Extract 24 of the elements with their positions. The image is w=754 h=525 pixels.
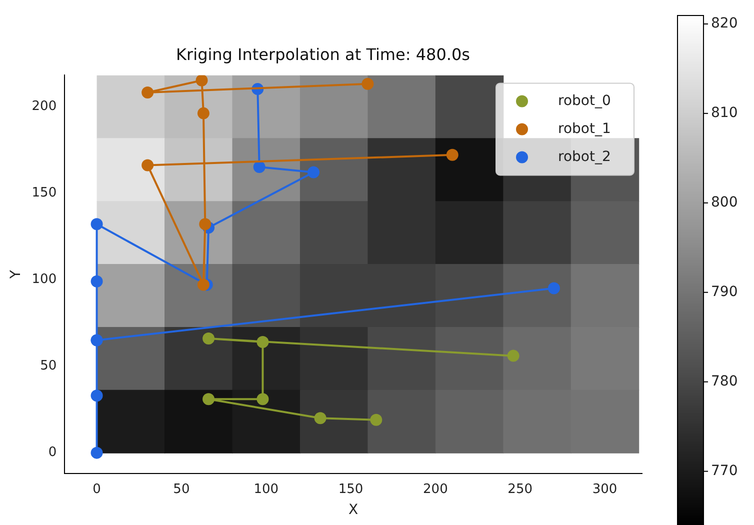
y-tick-label: 150 xyxy=(32,185,57,200)
x-tick-label: 50 xyxy=(173,482,190,497)
y-tick-label: 50 xyxy=(40,358,57,374)
color-bar-label: 770 xyxy=(711,462,738,479)
chart-title: Kriging Interpolation at Time: 480.0s xyxy=(176,44,470,64)
x-tick-label: 200 xyxy=(423,482,448,497)
x-tick-label: 250 xyxy=(508,482,532,497)
y-tick-label: 100 xyxy=(32,272,57,287)
legend-label: robot_0 xyxy=(558,92,611,109)
y-tick-label: 200 xyxy=(32,98,57,114)
color-bar-label: 820 xyxy=(711,16,738,32)
color-bar-label: 780 xyxy=(711,373,738,390)
legend-label: robot_2 xyxy=(558,148,611,165)
x-tick-label: 0 xyxy=(92,482,101,497)
y-tick-label: 0 xyxy=(48,445,57,460)
x-axis-title: X xyxy=(348,502,359,518)
x-tick-label: 100 xyxy=(254,482,279,497)
color-bar-label: 790 xyxy=(711,284,738,300)
x-tick-label: 300 xyxy=(592,482,618,497)
legend-label: robot_1 xyxy=(558,120,611,137)
x-tick-label: 150 xyxy=(338,482,364,497)
color-bar-label: 810 xyxy=(711,105,738,122)
color-bar-label: 800 xyxy=(711,194,738,211)
y-axis-title: Y xyxy=(8,270,24,280)
